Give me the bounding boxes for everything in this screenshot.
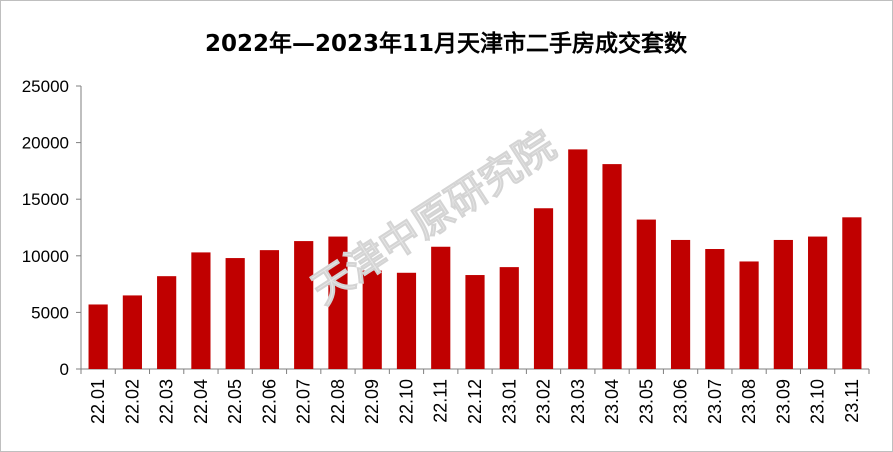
x-tick-label: 23.10 [808,379,828,424]
bar-series [88,149,862,369]
x-tick-label: 23.01 [499,379,519,424]
bar-22.10 [396,272,417,369]
bar-22.04 [191,252,211,369]
bar-22.03 [157,276,177,369]
y-tick-label: 20000 [22,134,69,153]
x-tick-label: 23.09 [773,379,793,424]
bar-22.06 [259,250,280,369]
x-axis: 22.01 22.02 22.03 22.04 22.05 22.06 22.07 22.08… [80,368,870,424]
x-tick-label: 22.04 [191,379,211,424]
x-tick-label: 22.07 [294,379,314,424]
x-tick-label: 23.02 [534,379,554,424]
chart-title: 2022年—2023年11月天津市二手房成交套数 [205,30,688,57]
x-tick-label: 23.08 [739,379,759,424]
x-tick-label: 22.10 [396,379,416,424]
bar-22.09 [362,270,382,369]
bar-22.05 [225,258,245,369]
x-tick-label: 22.03 [157,379,177,424]
y-tick-label: 15000 [22,190,69,209]
bar-22.08 [328,236,348,369]
x-tick-label: 22.01 [88,379,108,424]
x-tick-label: 22.05 [225,379,245,424]
bar-22.07 [294,241,314,369]
x-tick-label: 23.04 [602,379,622,424]
x-tick-label: 22.08 [328,379,348,424]
x-tick-label: 22.12 [465,379,485,424]
x-tick-label: 22.02 [122,379,142,424]
bar-23.07 [705,249,725,369]
bar-23.11 [842,217,862,369]
y-axis: 0 5000 10000 15000 20000 25000 [22,77,82,379]
x-tick-label: 23.06 [671,379,691,424]
bar-23.08 [739,261,759,369]
bar-22.01 [88,304,108,369]
x-tick-label: 22.11 [431,379,451,423]
y-tick-label: 0 [60,360,69,379]
x-tick-label: 22.09 [362,379,382,424]
y-tick-label: 5000 [31,303,69,322]
bar-23.06 [670,239,691,369]
x-tick-label: 22.06 [259,379,279,424]
bar-22.11 [431,246,451,369]
x-tick-label: 23.05 [636,379,656,424]
x-tick-label: 23.11 [842,379,862,423]
bar-23.03 [568,149,588,369]
bar-23.10 [808,236,828,369]
bar-23.02 [533,208,554,369]
bar-23.01 [499,267,519,369]
bar-22.02 [122,295,142,369]
bar-23.09 [773,239,793,369]
y-tick-label: 25000 [22,77,69,96]
x-tick-label: 23.03 [568,379,588,424]
bar-23.04 [602,164,622,369]
bar-23.05 [636,219,656,369]
bar-22.12 [465,275,485,369]
x-tick-label: 23.07 [705,379,725,424]
y-tick-label: 10000 [22,247,69,266]
